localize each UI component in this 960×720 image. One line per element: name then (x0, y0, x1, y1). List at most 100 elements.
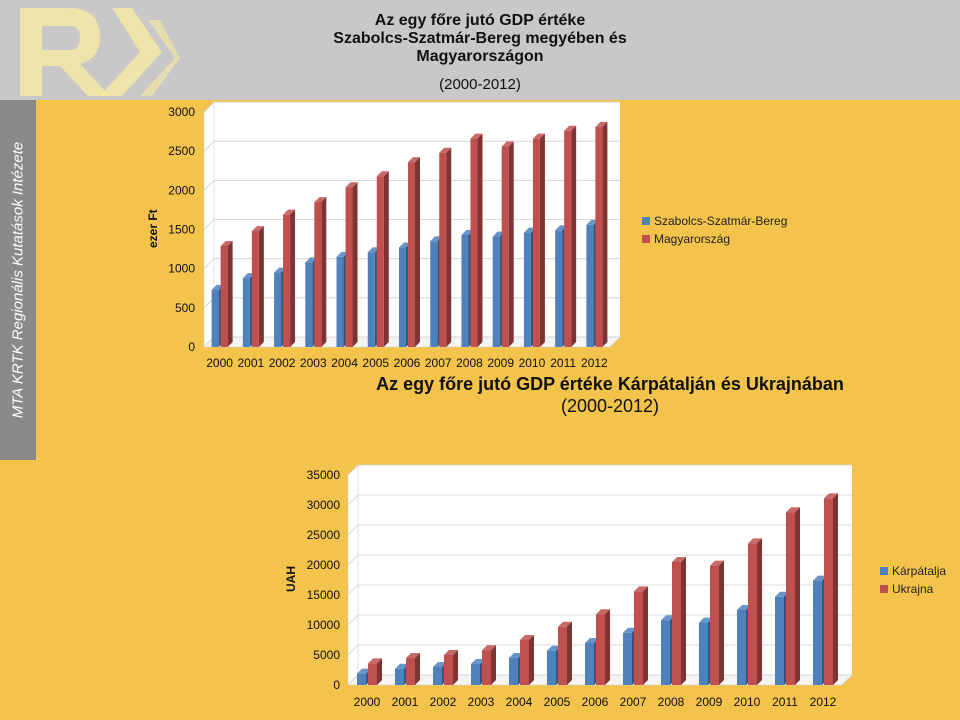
x-tick-label: 2007 (425, 356, 452, 370)
x-tick-label: 2009 (696, 695, 723, 709)
bar-top (509, 653, 523, 658)
y-tick-label: 15000 (307, 588, 341, 602)
bar-top (661, 615, 675, 621)
gridline (347, 464, 852, 476)
bar (395, 668, 404, 685)
legend-swatch (642, 217, 650, 225)
bar (305, 262, 313, 347)
x-tick-label: 2006 (394, 356, 421, 370)
gridline (203, 258, 620, 269)
x-tick-label: 2001 (392, 695, 419, 709)
bar-side (795, 507, 800, 685)
bar-top (283, 209, 296, 215)
sidebar-band (0, 100, 36, 460)
bar (520, 640, 529, 685)
gridline (347, 614, 852, 626)
bar (470, 138, 478, 347)
bar-top (395, 663, 409, 669)
chart1-legend: Szabolcs-Szatmár-Bereg Magyarország (642, 212, 787, 248)
x-tick-label: 2005 (544, 695, 571, 709)
bar (585, 643, 594, 685)
bar (710, 565, 719, 685)
bar-top (672, 557, 686, 562)
bar-side (719, 560, 724, 685)
bar (623, 632, 632, 685)
bar-top (558, 621, 572, 627)
legend-label: Ukrajna (892, 582, 934, 596)
legend-swatch (880, 567, 888, 575)
y-tick-label: 30000 (307, 498, 341, 512)
bar-side (643, 586, 648, 685)
bar (558, 626, 567, 685)
bar (555, 230, 563, 347)
gridline (347, 494, 852, 506)
chart1-title: Az egy főre jutó GDP értéke Szabolcs-Sza… (300, 12, 660, 94)
bar-side (539, 133, 545, 347)
bar-side (529, 635, 534, 685)
x-tick-label: 2002 (430, 695, 457, 709)
bar-top (786, 507, 800, 513)
y-tick-label: 2500 (168, 144, 195, 158)
chart2-ylabel: UAH (284, 566, 298, 592)
bar (430, 241, 438, 347)
bar-top (564, 125, 577, 131)
bar-side (757, 538, 762, 685)
bar (501, 146, 509, 347)
legend-item: Szabolcs-Szatmár-Bereg (642, 212, 787, 230)
bar-side (681, 557, 686, 685)
bar (634, 591, 643, 685)
bar-top (220, 240, 233, 246)
bar-top (345, 182, 358, 188)
y-tick-label: 35000 (307, 468, 341, 482)
chart2-title-line2: (2000-2012) (560, 396, 660, 416)
x-tick-label: 2007 (620, 695, 647, 709)
bar (482, 650, 491, 685)
gridline (203, 140, 620, 152)
x-tick-label: 2004 (506, 695, 533, 709)
bar-top (314, 197, 327, 203)
bar-top (710, 560, 724, 566)
x-tick-label: 2011 (772, 695, 798, 709)
bar-side (258, 226, 264, 347)
bar (242, 278, 250, 347)
y-tick-label: 2000 (168, 183, 195, 197)
chart2-title: Az egy főre jutó GDP értéke Kárpátalján … (360, 373, 860, 417)
legend-swatch (642, 235, 650, 243)
bar-side (567, 621, 572, 685)
legend-item: Magyarország (642, 230, 787, 248)
x-tick-label: 2012 (810, 695, 837, 709)
y-tick-label: 0 (188, 340, 195, 354)
bar (824, 498, 833, 685)
chart1-ylabel: ezer Ft (146, 209, 160, 248)
bar (547, 650, 556, 685)
bar (509, 658, 518, 685)
legend-swatch (880, 585, 888, 593)
bar (251, 231, 259, 347)
bar-side (352, 182, 358, 347)
x-tick-label: 2002 (269, 356, 296, 370)
x-tick-label: 2005 (362, 356, 389, 370)
bar-side (415, 653, 420, 685)
bar (439, 152, 447, 347)
bar-top (433, 662, 447, 667)
bar-top (520, 635, 534, 640)
bar-top (406, 653, 420, 658)
bar (748, 543, 757, 685)
y-tick-label: 1000 (168, 262, 195, 276)
x-tick-label: 2004 (331, 356, 358, 370)
y-tick-label: 20000 (307, 558, 341, 572)
bar-top (470, 133, 483, 139)
bar-side (605, 609, 610, 685)
bar-top (368, 658, 382, 664)
bar (283, 214, 291, 347)
bar-top (471, 659, 485, 664)
bar-top (357, 668, 371, 674)
bar-top (501, 141, 514, 147)
gridline (347, 524, 852, 536)
y-tick-label: 5000 (313, 648, 340, 662)
bar-side (491, 645, 496, 685)
bar (211, 289, 219, 347)
bar (523, 232, 531, 347)
bar (406, 658, 415, 685)
bar (368, 663, 377, 685)
